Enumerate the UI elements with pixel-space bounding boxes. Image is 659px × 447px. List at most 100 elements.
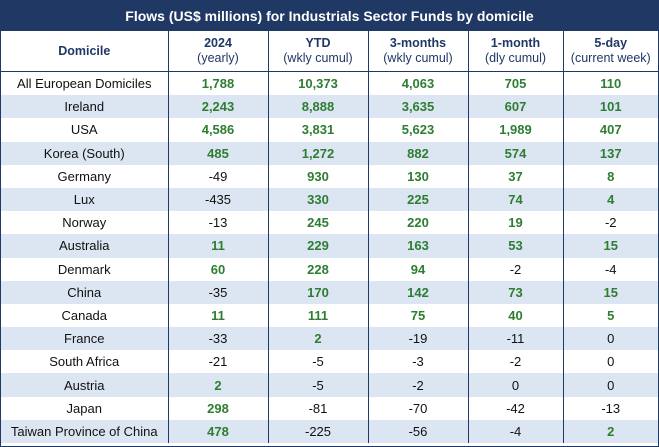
domicile-cell: Lux <box>1 187 168 212</box>
value-cell: -19 <box>367 327 468 351</box>
value-cell: -225 <box>267 419 368 443</box>
value-cell: 574 <box>467 141 563 165</box>
table-row: South Africa -21 -5 -3 -2 0 <box>1 350 658 374</box>
value-cell: -81 <box>267 396 368 420</box>
value-cell: -13 <box>167 211 268 235</box>
value-cell: 8,888 <box>267 95 368 119</box>
value-cell: -3 <box>367 350 468 374</box>
value-cell: 101 <box>562 95 658 119</box>
value-cell: 15 <box>562 280 658 304</box>
domicile-cell: Germany <box>57 168 111 184</box>
value-cell: 1,788 <box>167 71 268 96</box>
value-cell: 882 <box>367 141 468 165</box>
value-cell: -33 <box>167 327 268 351</box>
value-cell: 2,243 <box>167 95 268 119</box>
value-cell: 0 <box>562 327 658 351</box>
value-cell: 2 <box>167 373 268 397</box>
table-row: Norway -13 245 220 19 -2 <box>1 211 658 235</box>
value-cell: 2 <box>562 419 658 443</box>
value-cell: -435 <box>167 187 268 212</box>
value-cell: -2 <box>467 350 563 374</box>
value-cell: 19 <box>467 211 563 235</box>
value-cell: 228 <box>267 257 368 281</box>
value-cell: 930 <box>267 164 368 188</box>
value-cell: 607 <box>467 95 563 119</box>
value-cell: 60 <box>167 257 268 281</box>
value-cell: 330 <box>267 187 368 212</box>
domicile-cell: Canada <box>61 307 108 323</box>
value-cell: 0 <box>467 373 563 397</box>
table-row: Japan 298 -81 -70 -42 -13 <box>1 396 658 420</box>
value-cell: -70 <box>367 396 468 420</box>
value-cell: -21 <box>167 350 268 374</box>
value-cell: 220 <box>367 211 468 235</box>
domicile-cell: China <box>1 280 168 304</box>
table-row: All European Domiciles 1,788 10,373 4,063 70… <box>1 71 658 96</box>
value-cell: 4 <box>562 187 658 212</box>
value-cell: 170 <box>267 280 368 304</box>
value-cell: 40 <box>467 303 563 328</box>
value-cell: -4 <box>562 257 658 281</box>
value-cell: -13 <box>562 396 658 420</box>
table-row: Germany -49 930 130 37 8 <box>1 164 658 188</box>
domicile-cell: Norway <box>62 215 107 231</box>
value-cell: 225 <box>367 187 468 212</box>
table-row: Ireland 2,243 8,888 3,635 607 101 <box>1 95 658 119</box>
value-cell: 1,989 <box>467 118 563 142</box>
value-cell: 11 <box>167 234 268 258</box>
value-cell: 111 <box>267 303 368 328</box>
domicile-cell: All European Domiciles <box>17 76 152 92</box>
domicile-cell: Austria <box>1 373 168 397</box>
value-cell: 229 <box>267 234 368 258</box>
table-row: Canada 11 111 75 40 5 <box>1 303 658 328</box>
value-cell: -42 <box>467 396 563 420</box>
value-cell: 2 <box>267 327 368 351</box>
table-row: Korea (South) 485 1,272 882 574 137 <box>1 141 658 165</box>
value-cell: 74 <box>467 187 563 212</box>
flows-table: Domicile 2024 (yearly) YTD (wkly cumul) 3-… <box>1 31 658 443</box>
header-ytd: YTD (wkly cumul) <box>267 31 368 72</box>
domicile-cell: Denmark <box>57 261 111 277</box>
value-cell: 110 <box>562 71 658 96</box>
value-cell: 137 <box>562 141 658 165</box>
value-cell: 705 <box>467 71 563 96</box>
value-cell: 94 <box>367 257 468 281</box>
table-row: France -33 2 -19 -11 0 <box>1 327 658 351</box>
value-cell: 8 <box>562 164 658 188</box>
table-row: Lux -435 330 225 74 4 <box>1 187 658 212</box>
value-cell: 4,063 <box>367 71 468 96</box>
value-cell: 3,831 <box>267 118 368 142</box>
value-cell: 485 <box>167 141 268 165</box>
value-cell: 0 <box>562 373 658 397</box>
table-row: Austria 2 -5 -2 0 0 <box>1 373 658 397</box>
value-cell: -2 <box>467 257 563 281</box>
value-cell: 163 <box>367 234 468 258</box>
value-cell: -56 <box>367 419 468 443</box>
header-5-day: 5-day (current week) <box>562 31 658 72</box>
table-row: China -35 170 142 73 15 <box>1 280 658 304</box>
domicile-cell: France <box>1 327 168 351</box>
value-cell: 75 <box>367 303 468 328</box>
value-cell: -49 <box>167 164 268 188</box>
value-cell: 5,623 <box>367 118 468 142</box>
value-cell: 407 <box>562 118 658 142</box>
value-cell: 53 <box>467 234 563 258</box>
value-cell: -11 <box>467 327 563 351</box>
table-title: Flows (US$ millions) for Industrials Sec… <box>1 1 658 31</box>
value-cell: 130 <box>367 164 468 188</box>
domicile-cell: Japan <box>66 400 102 416</box>
value-cell: -5 <box>267 350 368 374</box>
value-cell: 73 <box>467 280 563 304</box>
domicile-cell: Taiwan Province of China <box>1 419 168 443</box>
header-row: Domicile 2024 (yearly) YTD (wkly cumul) 3-… <box>1 31 658 72</box>
value-cell: 1,272 <box>267 141 368 165</box>
value-cell: 11 <box>167 303 268 328</box>
value-cell: 3,635 <box>367 95 468 119</box>
value-cell: 245 <box>267 211 368 235</box>
value-cell: 0 <box>562 350 658 374</box>
header-3-months: 3-months (wkly cumul) <box>367 31 468 72</box>
header-2024: 2024 (yearly) <box>167 31 268 72</box>
value-cell: -5 <box>267 373 368 397</box>
domicile-cell: Ireland <box>1 95 168 119</box>
